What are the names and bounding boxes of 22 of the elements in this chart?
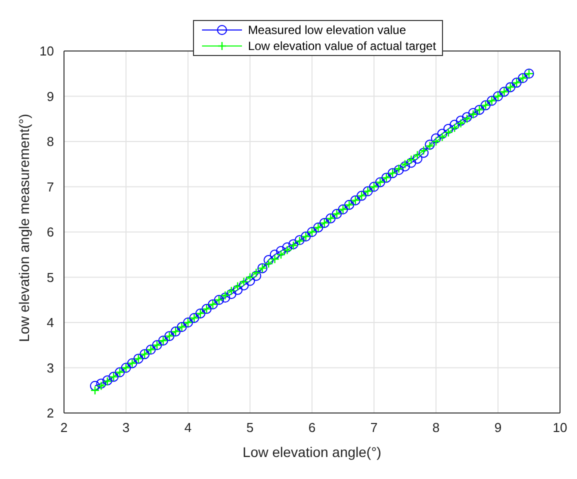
x-tick-label: 6 xyxy=(308,420,316,436)
x-tick-label: 3 xyxy=(122,420,130,436)
x-tick-label: 2 xyxy=(60,420,68,436)
y-tick-label: 5 xyxy=(46,270,54,285)
x-tick-label: 10 xyxy=(552,420,568,436)
legend-label: Low elevation value of actual target xyxy=(248,39,436,53)
y-tick-label: 7 xyxy=(46,179,54,194)
x-tick-label: 9 xyxy=(494,420,502,436)
x-tick-label: 4 xyxy=(184,420,192,436)
y-axis-title: Low elevation angle measurement(°) xyxy=(16,114,32,342)
y-tick-label: 9 xyxy=(46,88,54,104)
y-tick-label: 6 xyxy=(46,224,54,240)
x-tick-label: 5 xyxy=(246,420,254,436)
y-tick-label: 4 xyxy=(46,315,54,330)
y-tick-label: 3 xyxy=(46,360,54,376)
x-axis-title: Low elevation angle(°) xyxy=(242,444,382,460)
x-tick-label: 8 xyxy=(432,420,440,436)
legend-label: Measured low elevation value xyxy=(248,23,406,37)
y-tick-label: 2 xyxy=(46,406,54,421)
x-tick-label: 7 xyxy=(370,420,378,436)
y-tick-label: 8 xyxy=(46,134,54,150)
y-tick-label: 10 xyxy=(40,44,54,59)
